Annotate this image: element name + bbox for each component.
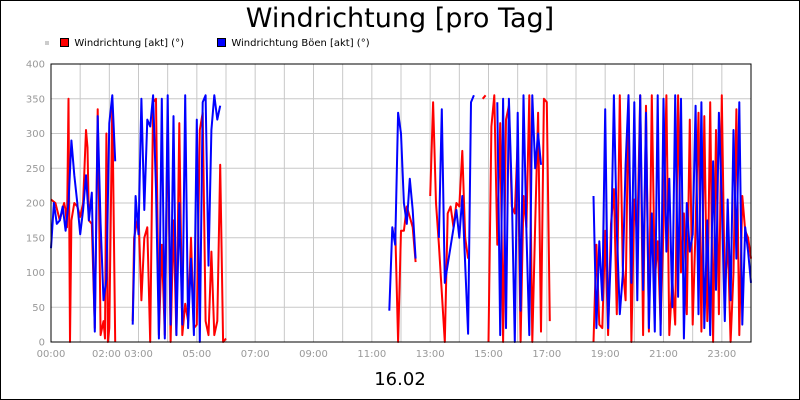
series-line-boeen <box>437 94 475 335</box>
legend-item-windrichtung: Windrichtung [akt] (°) <box>60 38 184 49</box>
x-tick-label: 00:00 <box>37 349 66 360</box>
y-tick-label: 200 <box>26 199 45 210</box>
x-tick-label: 09:00 <box>299 349 328 360</box>
series-line-boeen <box>496 94 542 343</box>
x-tick-label: 03:00 <box>124 349 153 360</box>
y-tick-label: 400 <box>26 60 45 71</box>
legend: Windrichtung [akt] (°) Windrichtung Böen… <box>45 38 400 52</box>
chart-title: Windrichtung [pro Tag] <box>245 3 555 34</box>
plot-border <box>50 63 752 343</box>
x-tick-label: 19:00 <box>591 349 620 360</box>
legend-label-windrichtung: Windrichtung [akt] (°) <box>74 38 184 49</box>
y-tick-label: 150 <box>26 233 45 244</box>
legend-swatch-blue <box>217 38 227 47</box>
x-tick-label: 07:00 <box>241 349 270 360</box>
series-line-windrichtung <box>481 94 487 100</box>
series-line-boeen <box>50 94 117 333</box>
legend-item-boeen: Windrichtung Böen [akt] (°) <box>217 38 370 49</box>
y-tick-label: 250 <box>26 164 45 175</box>
x-tick-label: 15:00 <box>474 349 503 360</box>
y-tick-label: 300 <box>26 129 45 140</box>
legend-swatch-red <box>60 38 70 47</box>
series-line-windrichtung <box>131 97 227 343</box>
y-tick-label: 50 <box>32 303 45 314</box>
x-tick-label: 05:00 <box>182 349 211 360</box>
date-label: 16.02 <box>374 369 426 390</box>
series-line-boeen <box>388 111 417 311</box>
series-line-boeen <box>131 94 222 343</box>
legend-label-boeen: Windrichtung Böen [akt] (°) <box>231 38 370 49</box>
x-tick-label: 02:00 <box>92 349 121 360</box>
x-tick-label: 21:00 <box>649 349 678 360</box>
legend-marker-icon <box>45 41 49 45</box>
x-tick-label: 11:00 <box>357 349 386 360</box>
y-tick-label: 350 <box>26 94 45 105</box>
x-tick-label: 23:00 <box>707 349 736 360</box>
x-tick-label: 13:00 <box>416 349 445 360</box>
y-tick-label: 100 <box>26 268 45 279</box>
x-tick-label: 17:00 <box>532 349 561 360</box>
series-line-boeen <box>592 94 752 340</box>
y-tick-label: 0 <box>39 338 45 349</box>
series-line-windrichtung <box>429 101 470 343</box>
